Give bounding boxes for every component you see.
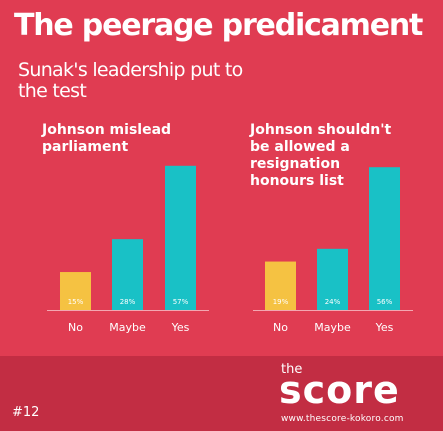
category-label: No bbox=[68, 321, 83, 334]
chart-2: 19% No 24% Maybe 56% Yes bbox=[253, 167, 413, 334]
bar-no bbox=[265, 261, 296, 310]
chart-2-title: Johnson shouldn't be allowed a resignati… bbox=[250, 122, 392, 189]
bar-maybe bbox=[112, 239, 143, 310]
data-label: 56% bbox=[377, 298, 393, 306]
bar-yes bbox=[369, 167, 400, 310]
data-label: 57% bbox=[173, 298, 189, 306]
data-label: 15% bbox=[68, 298, 84, 306]
data-label: 19% bbox=[273, 298, 289, 306]
brand-small-text: the bbox=[281, 362, 303, 377]
bar-yes bbox=[165, 165, 196, 310]
page-title: The peerage predicament bbox=[14, 8, 423, 43]
data-label: 24% bbox=[325, 298, 341, 306]
chart-1-title: Johnson mislead parliament bbox=[42, 122, 172, 155]
issue-number: #12 bbox=[12, 405, 40, 420]
category-label: Maybe bbox=[109, 321, 146, 334]
category-label: Maybe bbox=[314, 321, 351, 334]
bar-maybe bbox=[317, 248, 348, 310]
category-label: Yes bbox=[375, 321, 394, 334]
footer: #12 the score www.thescore-kokoro.com bbox=[0, 356, 443, 431]
category-label: No bbox=[273, 321, 288, 334]
brand-logo: score bbox=[279, 368, 400, 412]
bar-no bbox=[60, 272, 91, 310]
brand-url: www.thescore-kokoro.com bbox=[281, 414, 404, 424]
category-label: Yes bbox=[171, 321, 190, 334]
page-subtitle: Sunak's leadership put to the test bbox=[18, 59, 243, 102]
data-label: 28% bbox=[120, 298, 136, 306]
chart-1: 15% No 28% Maybe 57% Yes bbox=[47, 165, 209, 334]
